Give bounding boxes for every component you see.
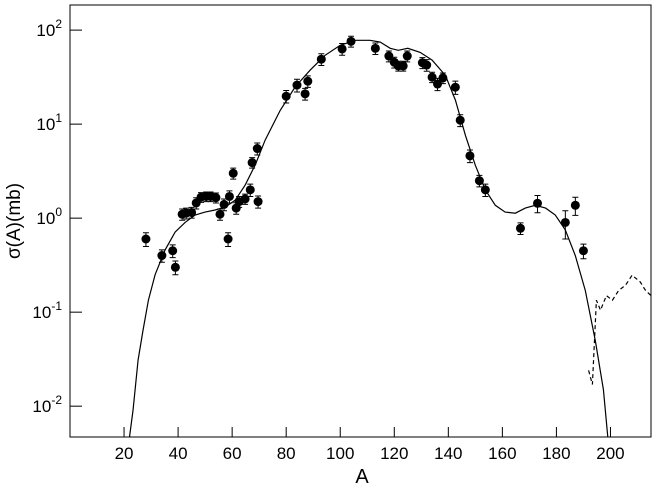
data-point (211, 193, 221, 203)
data-point (455, 115, 465, 125)
x-tick-label: 100 (326, 444, 354, 463)
data-point (427, 72, 437, 82)
x-tick-label: 20 (115, 444, 134, 463)
y-tick-exponent: 2 (55, 17, 62, 31)
y-tick-exponent: 0 (55, 205, 62, 219)
data-point (474, 176, 484, 186)
data-point (215, 209, 225, 219)
plot-area (128, 35, 651, 437)
x-tick-label: 180 (542, 444, 570, 463)
y-tick-base: 10 (36, 115, 55, 134)
y-tick-label: 10-2 (32, 393, 62, 416)
y-tick-label: 102 (36, 17, 62, 40)
data-point (141, 234, 151, 244)
data-point (384, 51, 394, 61)
x-axis-label: A (355, 466, 369, 488)
data-point (247, 158, 257, 168)
y-tick-label: 101 (36, 111, 62, 134)
y-tick-base: 10 (36, 21, 55, 40)
data-point (187, 207, 197, 217)
x-tick-label: 140 (434, 444, 462, 463)
y-tick-exponent: 1 (55, 111, 62, 125)
data-point (223, 234, 233, 244)
data-point (578, 246, 588, 256)
y-tick-label: 100 (36, 205, 62, 228)
data-point (422, 60, 432, 70)
x-tick-label: 40 (169, 444, 188, 463)
x-tick-label: 160 (488, 444, 516, 463)
data-point (252, 144, 262, 154)
y-tick-base: 10 (32, 303, 51, 322)
data-point (300, 89, 310, 99)
x-tick-label: 80 (277, 444, 296, 463)
data-point (228, 168, 238, 178)
data-point (560, 217, 570, 227)
data-point (303, 76, 313, 86)
data-point (433, 79, 443, 89)
y-tick-exponent: -1 (51, 299, 62, 313)
data-point (402, 51, 412, 61)
data-point (337, 44, 347, 54)
plot-frame (69, 4, 652, 438)
y-tick-exponent: -2 (51, 393, 62, 407)
x-tick-label: 200 (596, 444, 624, 463)
data-point (240, 194, 250, 204)
data-point (465, 151, 475, 161)
data-point (168, 246, 178, 256)
data-point (253, 197, 263, 207)
data-point (245, 185, 255, 195)
y-tick-label: 10-1 (32, 299, 62, 322)
y-tick-base: 10 (32, 397, 51, 416)
data-point (515, 223, 525, 233)
x-tick-label: 60 (223, 444, 242, 463)
y-axis-label: σ(A)(mb) (4, 183, 25, 259)
curve (588, 274, 651, 385)
data-point (570, 200, 580, 210)
data-point (224, 191, 234, 201)
data-point (170, 262, 180, 272)
x-tick-label: 120 (380, 444, 408, 463)
data-point (450, 82, 460, 92)
curve (128, 39, 609, 437)
data-point (370, 43, 380, 53)
data-point (398, 61, 408, 71)
y-tick-base: 10 (36, 209, 55, 228)
